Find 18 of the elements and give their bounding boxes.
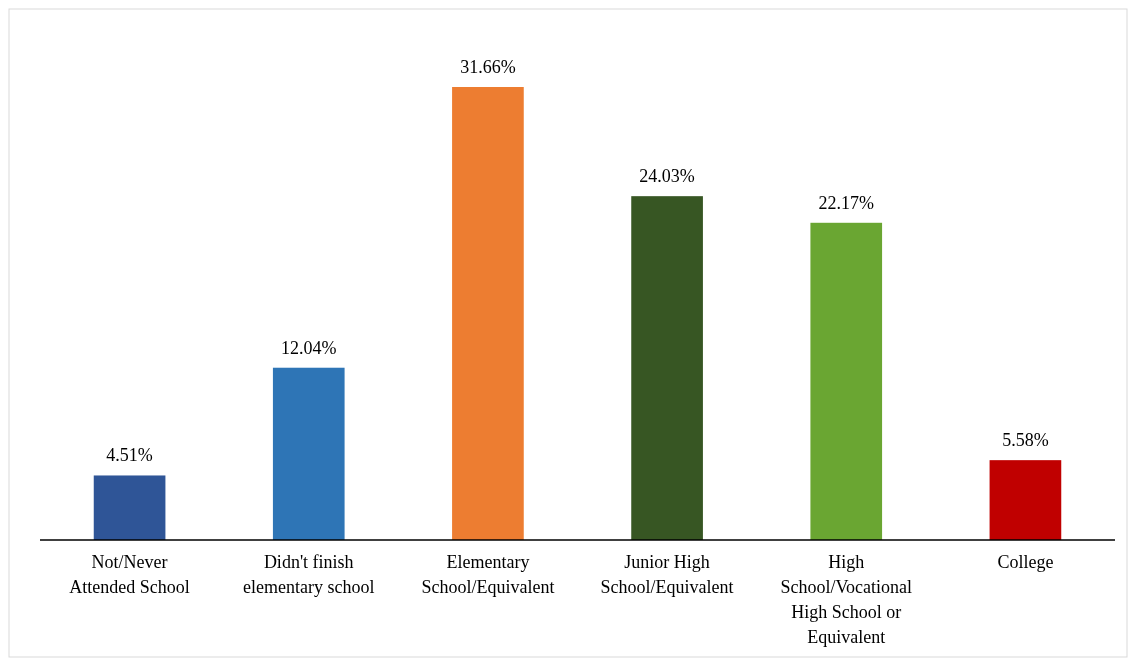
- data-label: 31.66%: [460, 57, 516, 77]
- data-label: 24.03%: [639, 166, 695, 187]
- x-tick-label: Junior High School/Equivalent: [600, 552, 734, 597]
- bar: [93, 475, 166, 540]
- bar: [810, 222, 883, 540]
- x-tick-label: College: [997, 552, 1054, 572]
- bar: [989, 460, 1062, 540]
- data-label: 12.04%: [281, 337, 337, 358]
- x-tick-label: Elementary School/Equivalent: [421, 552, 555, 597]
- x-tick-label: Didn't finish elementary school: [243, 552, 375, 597]
- x-tick-label: Not/Never Attended School: [69, 552, 190, 597]
- bar: [272, 367, 345, 540]
- data-label: 5.58%: [1002, 430, 1049, 451]
- data-label: 4.51%: [106, 445, 153, 466]
- data-label: 22.17%: [818, 192, 874, 213]
- bar: [631, 196, 703, 540]
- bar: [452, 87, 524, 540]
- x-tick-label: High School/Vocational High School or Equivalent: [780, 552, 913, 647]
